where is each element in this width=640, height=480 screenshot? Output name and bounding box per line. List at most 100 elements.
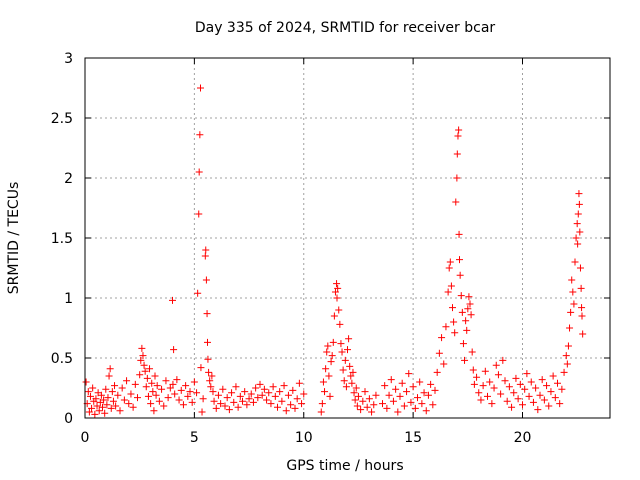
data-point: [435, 349, 443, 357]
chart-title: Day 335 of 2024, SRMTID for receiver bca…: [195, 20, 496, 36]
data-point: [291, 404, 299, 412]
data-point: [444, 288, 452, 296]
data-point: [554, 379, 561, 387]
data-point: [569, 288, 577, 296]
data-point: [295, 379, 303, 387]
data-point: [188, 398, 196, 406]
data-point: [452, 198, 460, 206]
data-point: [118, 384, 126, 392]
data-point: [206, 377, 214, 385]
data-point: [143, 374, 151, 382]
data-point: [101, 409, 109, 417]
data-point: [340, 377, 348, 385]
data-point: [203, 310, 211, 318]
data-point: [93, 402, 101, 410]
plot-frame: [84, 57, 611, 419]
data-point: [116, 407, 124, 415]
data-point: [575, 190, 583, 198]
data-point: [579, 330, 587, 338]
data-point: [499, 356, 507, 364]
data-point: [182, 382, 190, 390]
data-point: [184, 392, 192, 400]
data-point: [147, 400, 155, 408]
data-point: [336, 320, 344, 328]
data-point: [109, 397, 117, 405]
data-point: [104, 394, 112, 402]
data-point: [328, 352, 336, 360]
data-point: [409, 383, 417, 391]
y-tick-label: 1: [64, 291, 73, 307]
data-point: [392, 385, 400, 393]
data-point: [265, 389, 273, 397]
data-point: [508, 403, 516, 411]
data-point: [354, 392, 362, 400]
data-point: [194, 289, 202, 297]
data-point: [438, 334, 446, 342]
data-point: [510, 389, 518, 397]
data-point: [458, 308, 466, 316]
data-point: [381, 382, 389, 390]
data-point: [571, 258, 579, 266]
data-point: [427, 380, 435, 388]
data-point: [455, 126, 463, 134]
data-point: [325, 372, 333, 380]
data-point: [148, 379, 156, 387]
data-point: [127, 390, 135, 398]
data-point: [247, 390, 255, 398]
data-point: [141, 367, 149, 375]
data-point: [252, 384, 260, 392]
data-point: [501, 377, 509, 385]
data-point: [225, 406, 233, 414]
data-point: [574, 240, 582, 248]
data-point: [453, 174, 461, 182]
data-point: [545, 402, 553, 410]
data-point: [403, 388, 411, 396]
data-point: [351, 396, 359, 404]
data-point: [350, 389, 358, 397]
x-tick-label: 0: [81, 430, 90, 446]
data-point: [339, 366, 347, 374]
data-point: [488, 400, 496, 408]
data-point: [170, 346, 178, 354]
data-point: [573, 220, 581, 228]
data-point: [447, 282, 455, 290]
data-point: [287, 401, 295, 409]
data-point: [204, 355, 212, 363]
data-point: [372, 391, 380, 399]
data-point: [345, 335, 353, 343]
data-point: [260, 385, 268, 393]
data-point: [334, 284, 342, 292]
data-point: [89, 384, 97, 392]
data-point: [100, 396, 108, 404]
y-tick-label: 0: [64, 411, 73, 427]
data-point: [331, 288, 339, 296]
data-point: [563, 360, 571, 368]
data-point: [469, 366, 477, 374]
data-point: [138, 344, 146, 352]
data-point: [346, 362, 354, 370]
data-point: [97, 391, 105, 399]
data-point: [177, 386, 185, 394]
data-point: [519, 401, 526, 409]
data-point: [578, 304, 586, 312]
data-point: [549, 372, 557, 380]
data-point: [142, 383, 150, 391]
data-point: [576, 228, 584, 236]
data-point: [383, 404, 391, 412]
data-point: [282, 407, 290, 415]
data-point: [341, 356, 349, 364]
data-point: [205, 368, 213, 376]
data-point: [245, 395, 253, 403]
data-point: [370, 401, 378, 409]
data-point: [249, 398, 257, 406]
data-point: [446, 258, 454, 266]
data-point: [198, 408, 206, 416]
data-point: [543, 382, 551, 390]
data-point: [166, 384, 174, 392]
data-point: [271, 392, 279, 400]
data-point: [221, 402, 229, 410]
data-point: [85, 408, 93, 416]
x-tick-label: 20: [514, 430, 532, 446]
data-point: [337, 340, 345, 348]
data-point: [536, 391, 544, 399]
